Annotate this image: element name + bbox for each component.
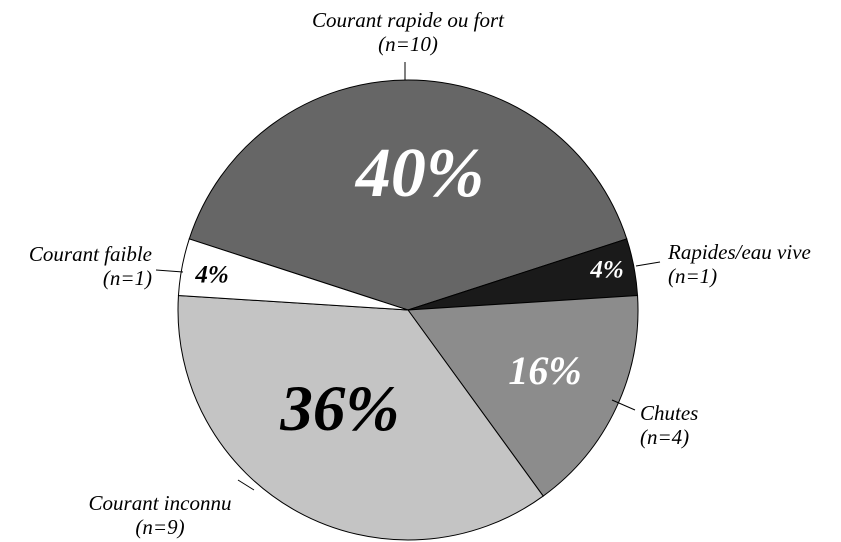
value-label: 36% [279, 373, 399, 445]
leader-line [237, 479, 255, 491]
category-label: Courant rapide ou fort [312, 8, 505, 32]
category-label: Chutes [640, 401, 698, 425]
count-label: (n=1) [668, 264, 717, 288]
pie-slice [188, 79, 628, 311]
count-label: (n=10) [378, 32, 438, 56]
value-label: 40% [354, 135, 484, 212]
category-label: Rapides/eau vive [667, 240, 811, 264]
count-label: (n=4) [640, 425, 689, 449]
pie-slice [177, 238, 409, 311]
pie-slice [407, 295, 639, 497]
value-label: 16% [508, 348, 581, 393]
pie-slice [177, 295, 544, 541]
leader-line [611, 399, 636, 411]
count-label: (n=9) [135, 515, 184, 539]
value-label: 4% [194, 262, 228, 289]
category-label: Courant inconnu [89, 491, 232, 515]
category-label: Courant faible [29, 242, 152, 266]
leader-line [155, 269, 184, 273]
count-label: (n=1) [103, 266, 152, 290]
value-label: 4% [589, 257, 623, 284]
leader-line [635, 261, 661, 267]
